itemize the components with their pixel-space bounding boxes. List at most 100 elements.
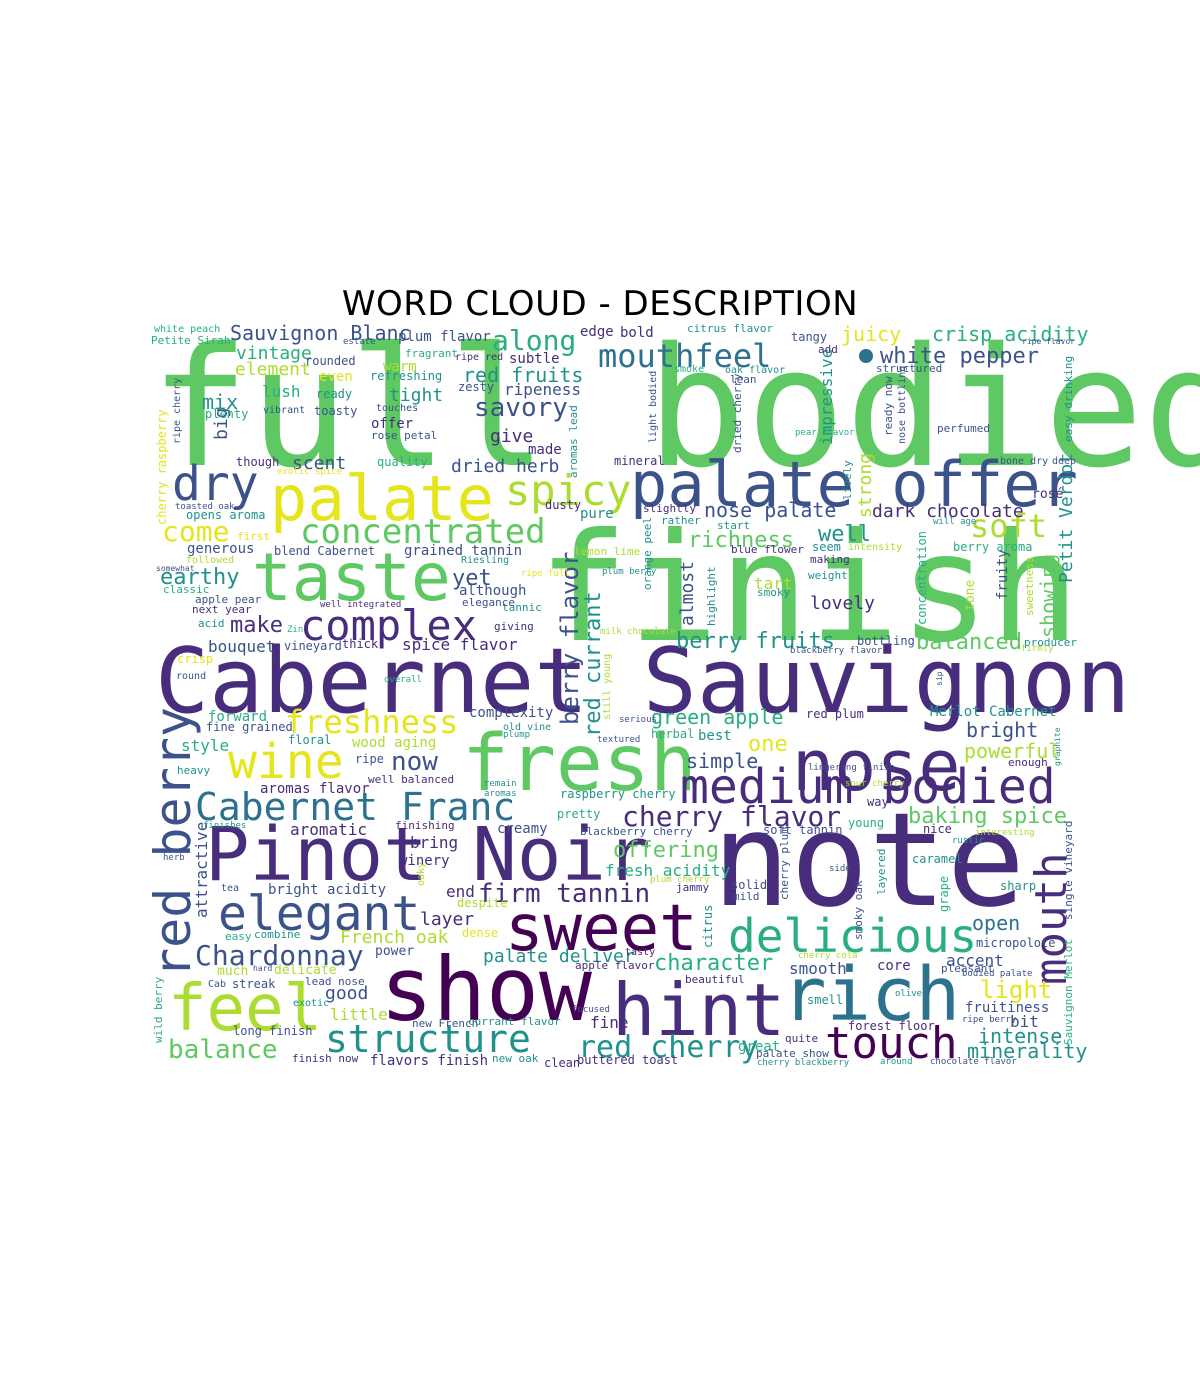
word-aromas: aromas xyxy=(484,789,517,799)
word-making: making xyxy=(810,553,850,566)
word-lovely: lovely xyxy=(810,593,875,614)
word-ripe-flavor: ripe flavor xyxy=(1022,337,1075,346)
word-combine: combine xyxy=(254,928,300,941)
word-buttered-toast: buttered toast xyxy=(577,1053,678,1067)
word-ready-now: ready now xyxy=(882,376,895,436)
word-thick: thick xyxy=(342,637,379,651)
word-perfumed: perfumed xyxy=(937,422,990,435)
word-plum-flavor: plum flavor xyxy=(398,329,491,345)
word-pretty: pretty xyxy=(557,807,600,821)
word-quite: quite xyxy=(785,1032,818,1045)
word-structured: structured xyxy=(876,362,942,375)
word-petite-sirah: Petite Sirah xyxy=(151,334,230,347)
word-around: around xyxy=(880,1057,913,1067)
word-one: one xyxy=(748,732,788,757)
word-interesting: interesting xyxy=(975,828,1035,838)
word-ros: rosé xyxy=(1032,487,1063,502)
word-young: young xyxy=(848,816,884,830)
word-vineyard: vineyard xyxy=(284,639,342,653)
word-red-plum: red plum xyxy=(806,707,864,721)
word-apple-pear: apple pear xyxy=(195,593,262,606)
word-dark-chocolate: dark chocolate xyxy=(872,501,1024,522)
word-rather: rather xyxy=(661,514,701,527)
word-rounded: rounded xyxy=(305,354,356,368)
word-sweetness: sweetness xyxy=(1023,556,1036,616)
word-made: made xyxy=(528,442,562,458)
word-forest-floor: forest floor xyxy=(848,1019,935,1033)
word-pinot-noir: Pinot Noir xyxy=(205,812,651,898)
word-dried-cherry: dried cherry xyxy=(731,373,744,453)
word-cabernet-franc: Cabernet Franc xyxy=(195,785,515,829)
word-lead-nose: lead nose xyxy=(305,975,365,988)
word-aromas-flavor: aromas flavor xyxy=(260,781,370,797)
word-although: although xyxy=(459,583,526,599)
word-bit: bit xyxy=(1010,1012,1039,1031)
word-spice-flavor: spice flavor xyxy=(402,635,518,654)
word-pleasant: pleasant xyxy=(941,962,994,975)
word-exotic: exotic xyxy=(293,998,329,1009)
word-ripe-full: ripe full xyxy=(521,569,570,579)
word-next-year: next year xyxy=(192,603,252,616)
word-giving: giving xyxy=(494,620,534,633)
word-estate: estate xyxy=(343,337,376,347)
word-cabernet-sauvignon: Cabernet Sauvignon xyxy=(155,629,1130,734)
word-serious: serious xyxy=(619,715,657,725)
word-smoky: smoky xyxy=(757,586,790,599)
word-merlot-cabernet: Merlot Cabernet xyxy=(930,704,1056,720)
word-jammy: jammy xyxy=(676,881,709,894)
word-french-oak: French oak xyxy=(340,927,449,948)
word-soft-tannin: soft tannin xyxy=(763,823,842,837)
word-acid: acid xyxy=(198,617,225,630)
word-plum-berry: plum berry xyxy=(602,567,657,577)
word-crisp-acidity: crisp acidity xyxy=(932,322,1089,346)
word-scent: scent xyxy=(292,453,346,474)
word-elegance: elegance xyxy=(462,596,515,609)
word-citrus-flavor: citrus flavor xyxy=(687,322,773,335)
word-fruitiness: fruitiness xyxy=(965,1000,1049,1016)
word-lemon-lime: lemon lime xyxy=(574,545,640,558)
word-sharp: sharp xyxy=(1000,879,1036,893)
word-round: round xyxy=(176,671,206,682)
word-palate: palate xyxy=(270,462,494,535)
word-winery: winery xyxy=(399,853,450,869)
word-well-balanced: well balanced xyxy=(368,773,454,786)
word-lively: lively xyxy=(841,460,854,500)
word-old-vine: old vine xyxy=(503,722,551,733)
cloud-dot xyxy=(859,349,873,363)
word-opens-aroma: opens aroma xyxy=(186,508,265,522)
word-lush: lush xyxy=(262,382,301,401)
word-seem: seem xyxy=(812,540,841,554)
word-riesling: Riesling xyxy=(461,555,509,566)
word-mild: mild xyxy=(733,890,760,903)
word-strong: strong xyxy=(855,453,876,518)
word-fresh-acidity: fresh acidity xyxy=(605,861,731,880)
word-fine: fine xyxy=(590,1013,629,1032)
word-rose-petal: rose petal xyxy=(371,429,437,442)
word-simple: simple xyxy=(686,749,758,773)
word-tight: tight xyxy=(389,385,443,406)
word-offer: offer xyxy=(371,416,413,432)
word-big: big xyxy=(211,407,232,440)
word-structure: structure xyxy=(325,1017,531,1061)
word-cherry-plum: cherry plum xyxy=(778,827,791,900)
word-dry: dry xyxy=(172,456,259,512)
word-finishing: finishing xyxy=(395,819,455,832)
word-easy: easy xyxy=(225,930,252,943)
word-bold: bold xyxy=(620,325,654,341)
word-warm: warm xyxy=(383,359,417,375)
word-accent: accent xyxy=(946,951,1004,970)
word-show: show xyxy=(380,938,592,1041)
word-exotic-spice: exotic spice xyxy=(277,467,342,477)
word-red-currant: red currant xyxy=(581,591,606,737)
word-toasty: toasty xyxy=(314,404,357,418)
word-red-cherry: red cherry xyxy=(578,1030,759,1065)
word-soft: soft xyxy=(970,507,1047,545)
word-start: start xyxy=(717,519,750,532)
word-give: give xyxy=(490,426,533,447)
word-blue-flower: blue flower xyxy=(731,543,804,556)
word-graphite: graphite xyxy=(1053,727,1062,766)
word-yet: yet xyxy=(452,566,492,591)
word-highlight: highlight xyxy=(705,566,718,626)
word-hint: hint xyxy=(612,968,785,1052)
word-petit-verdot: Petit Verdot xyxy=(1056,453,1077,583)
